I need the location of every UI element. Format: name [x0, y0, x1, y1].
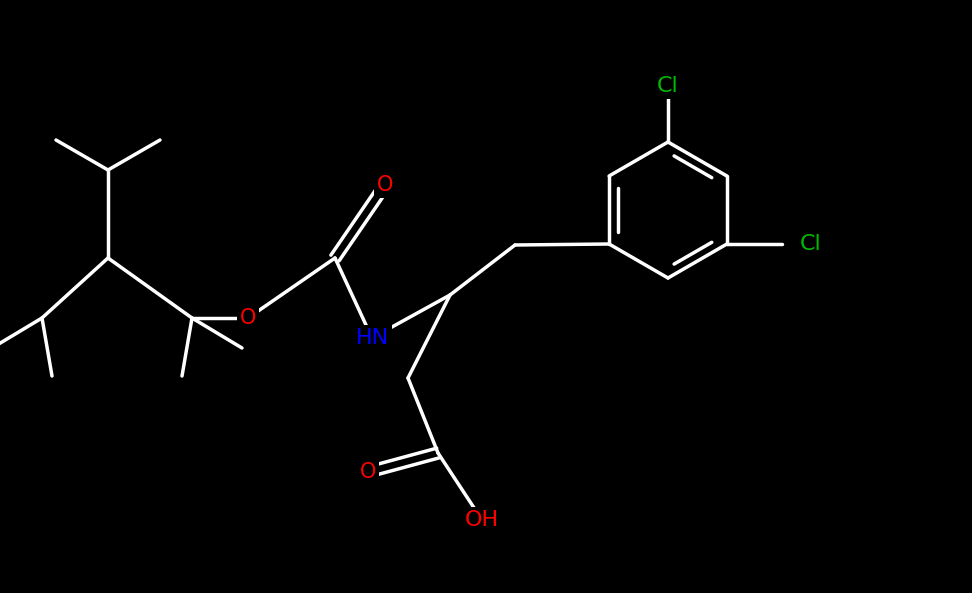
- Text: O: O: [240, 308, 257, 328]
- Text: Cl: Cl: [800, 234, 821, 254]
- Text: O: O: [377, 175, 394, 195]
- Text: O: O: [360, 462, 376, 482]
- Text: OH: OH: [465, 510, 499, 530]
- Text: HN: HN: [356, 328, 389, 348]
- Text: Cl: Cl: [657, 76, 678, 96]
